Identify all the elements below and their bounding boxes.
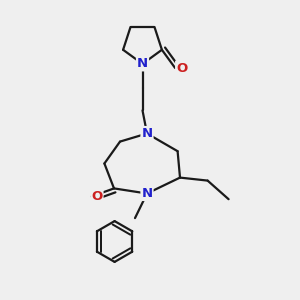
Text: O: O [91, 190, 103, 203]
Text: N: N [137, 57, 148, 70]
Text: O: O [176, 61, 188, 74]
Text: N: N [141, 187, 153, 200]
Text: N: N [141, 127, 153, 140]
